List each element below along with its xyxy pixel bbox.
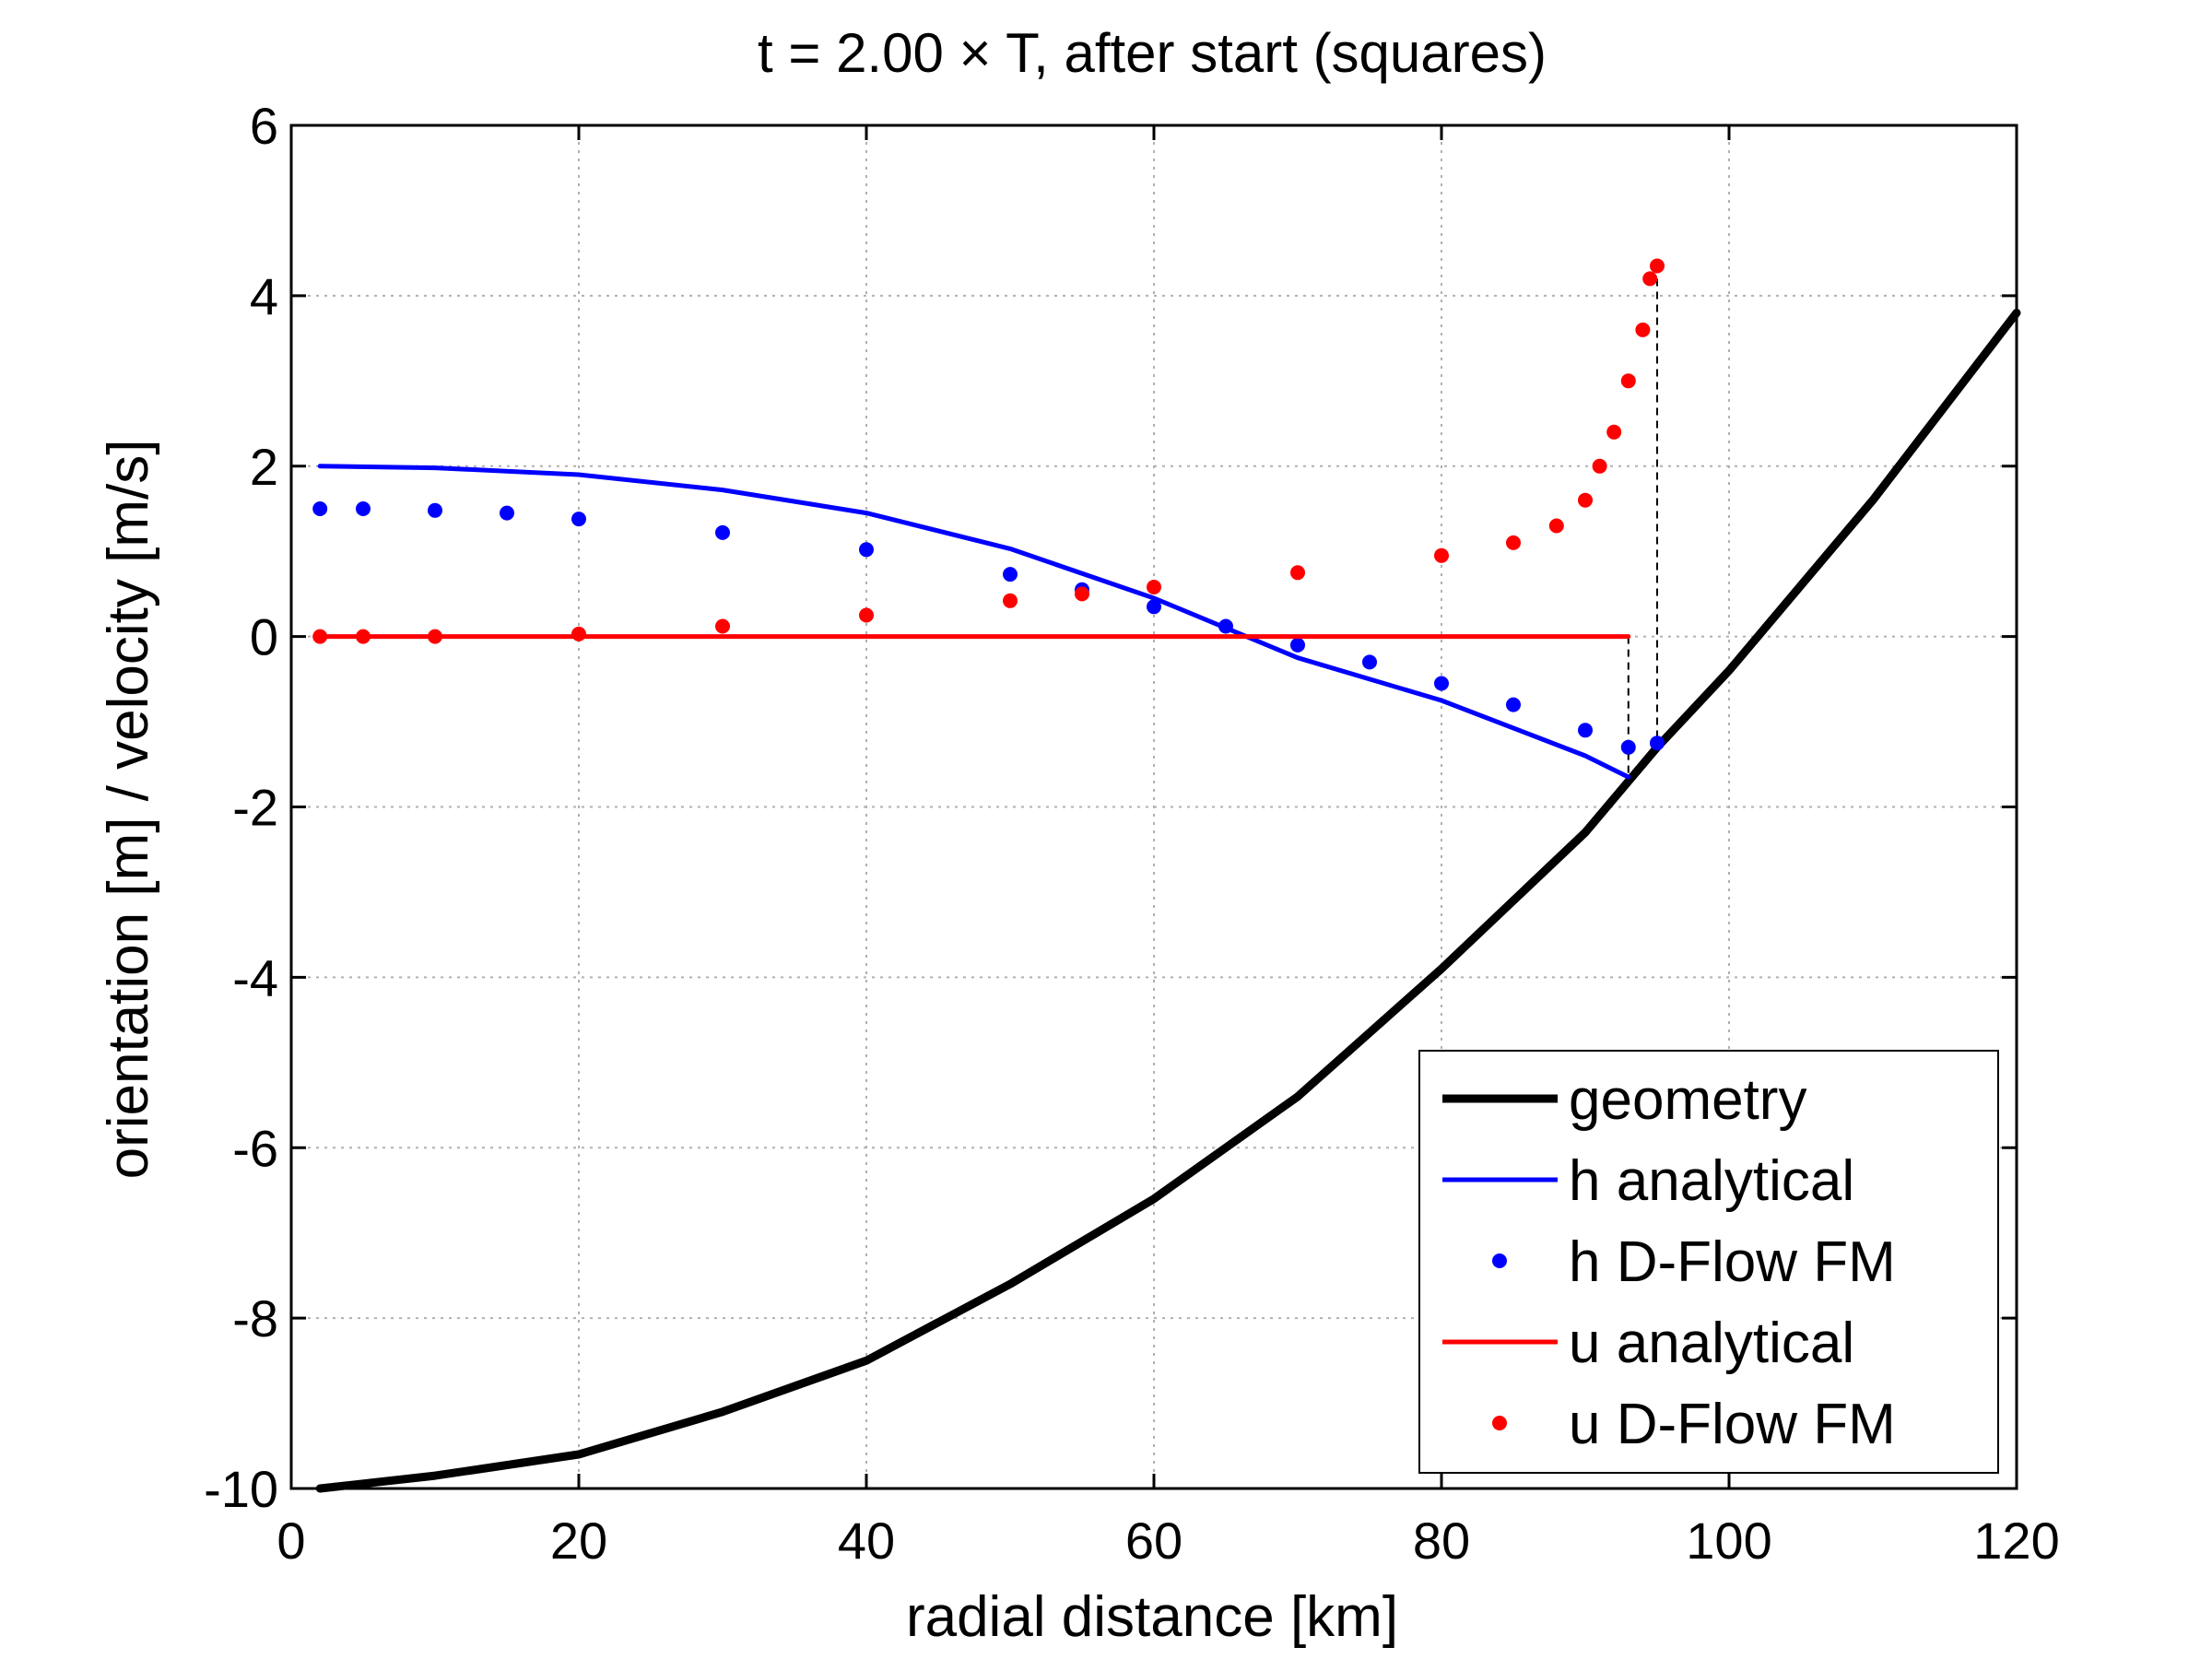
legend-label-h-dflow: h D-Flow FM <box>1569 1230 1896 1294</box>
data-point-u-d-flow-fm <box>1606 424 1622 440</box>
data-point-u-d-flow-fm <box>1147 580 1161 594</box>
data-point-h-d-flow-fm <box>1578 723 1593 738</box>
data-point-h-d-flow-fm <box>1650 735 1665 751</box>
y-tick-label: -6 <box>232 1119 278 1177</box>
data-point-u-d-flow-fm <box>571 626 586 641</box>
legend-box <box>1418 1050 1999 1474</box>
legend-label-u-dflow: u D-Flow FM <box>1569 1393 1896 1456</box>
x-tick-label: 120 <box>1973 1512 2059 1570</box>
data-point-u-d-flow-fm <box>428 629 442 644</box>
x-tick-label: 100 <box>1686 1512 1771 1570</box>
data-point-h-d-flow-fm <box>1620 739 1636 755</box>
y-tick-label: 4 <box>250 267 278 325</box>
data-point-h-d-flow-fm <box>1434 676 1449 691</box>
y-axis-label: orientation [m] / velocity [m/s] <box>97 440 160 1180</box>
y-tick-label: 2 <box>250 438 278 496</box>
data-point-u-d-flow-fm <box>1548 518 1564 534</box>
chart-title: t = 2.00 × T, after start (squares) <box>758 22 1547 84</box>
data-point-u-d-flow-fm <box>1592 458 1607 474</box>
data-point-u-d-flow-fm <box>1506 535 1521 550</box>
x-tick-label: 60 <box>1125 1512 1182 1570</box>
y-tick-label: -2 <box>232 779 278 837</box>
data-point-h-d-flow-fm <box>1003 567 1018 582</box>
ticks: 0 20 40 60 80 100 120 -10 -8 -6 -4 -2 0 2 4 6 <box>204 97 2060 1570</box>
legend-label-u-analytical: u analytical <box>1569 1312 1854 1375</box>
data-point-h-d-flow-fm <box>428 502 442 518</box>
data-point-u-d-flow-fm <box>1290 565 1305 581</box>
x-tick-label: 20 <box>550 1512 607 1570</box>
data-point-h-d-flow-fm <box>571 512 586 527</box>
data-point-u-d-flow-fm <box>715 618 730 634</box>
y-tick-label: 0 <box>250 608 278 666</box>
data-point-h-d-flow-fm <box>715 524 730 540</box>
data-point-u-d-flow-fm <box>1635 322 1651 337</box>
legend: geometry h analytical h D-Flow FM u anal… <box>1418 1050 1999 1474</box>
series-layer <box>312 258 2021 1493</box>
data-point-h-d-flow-fm <box>1290 637 1305 653</box>
data-point-u-d-flow-fm <box>1642 271 1658 287</box>
data-point-h-d-flow-fm <box>859 542 874 558</box>
data-point-h-d-flow-fm <box>312 501 328 516</box>
data-point-u-d-flow-fm <box>1650 258 1665 274</box>
x-tick-label: 0 <box>276 1512 305 1570</box>
series-line-geometry <box>315 308 2021 1493</box>
data-point-u-d-flow-fm <box>1003 593 1018 608</box>
data-point-u-d-flow-fm <box>1578 492 1593 508</box>
data-point-h-d-flow-fm <box>1218 618 1233 634</box>
y-tick-label: -4 <box>232 948 278 1006</box>
data-point-h-d-flow-fm <box>356 501 371 516</box>
legend-swatch-h-dflow <box>1492 1253 1507 1268</box>
y-tick-label: 6 <box>250 97 278 155</box>
data-point-u-d-flow-fm <box>1620 373 1636 389</box>
data-point-h-d-flow-fm <box>1362 654 1377 670</box>
data-point-h-d-flow-fm <box>500 505 514 521</box>
y-tick-label: -10 <box>204 1460 278 1518</box>
legend-label-h-analytical: h analytical <box>1569 1149 1854 1213</box>
data-point-h-d-flow-fm <box>1506 697 1521 712</box>
legend-swatch-u-dflow <box>1492 1416 1507 1430</box>
series-line-h-analytical <box>317 464 1631 780</box>
x-axis-label: radial distance [km] <box>906 1585 1398 1649</box>
data-point-u-d-flow-fm <box>1075 586 1089 602</box>
x-tick-label: 80 <box>1413 1512 1470 1570</box>
x-tick-label: 40 <box>838 1512 895 1570</box>
data-point-u-d-flow-fm <box>356 629 371 644</box>
legend-label-geometry: geometry <box>1569 1068 1806 1132</box>
data-point-h-d-flow-fm <box>1147 599 1161 615</box>
data-point-u-d-flow-fm <box>1434 547 1449 563</box>
data-point-u-d-flow-fm <box>312 629 328 644</box>
data-point-u-d-flow-fm <box>859 607 874 623</box>
y-tick-label: -8 <box>232 1289 278 1347</box>
